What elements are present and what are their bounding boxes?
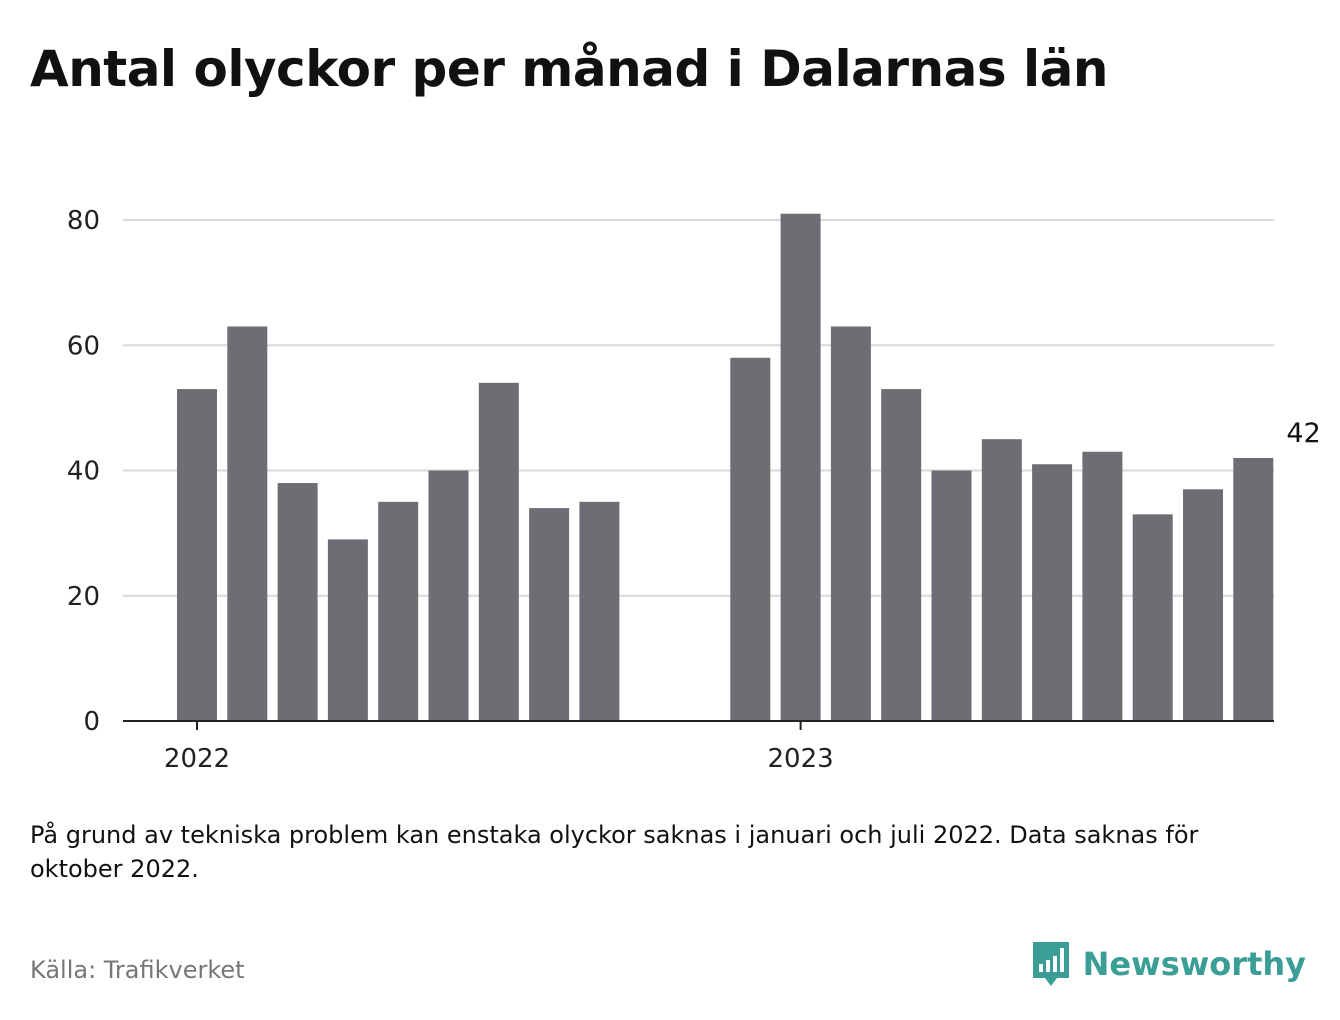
brand-name: Newsworthy	[1082, 945, 1306, 983]
newsworthy-logo: Newsworthy	[1031, 940, 1306, 988]
bar	[830, 326, 871, 721]
x-tick-label: 2022	[164, 744, 230, 774]
bar	[277, 483, 318, 721]
bar	[780, 213, 821, 722]
bar	[428, 470, 469, 721]
y-tick-label: 40	[67, 457, 100, 487]
footnote: På grund av tekniska problem kan enstaka…	[30, 821, 1199, 883]
bar	[730, 357, 771, 721]
bar	[881, 389, 922, 721]
source-credit: Källa: Trafikverket	[30, 956, 245, 984]
y-tick-label: 80	[67, 206, 100, 236]
x-axis	[123, 720, 1274, 730]
labels: 0 20 40 60 80 2022 2023 42	[67, 206, 1321, 774]
data-label-latest: 42	[1286, 418, 1320, 449]
bar	[327, 539, 368, 721]
bar	[1183, 489, 1223, 721]
bar	[529, 508, 570, 721]
bar	[981, 439, 1022, 721]
bar	[227, 326, 268, 721]
bar	[1233, 457, 1274, 721]
bars	[177, 213, 1274, 722]
bar-chart-speech-bubble-icon	[1032, 942, 1069, 986]
y-tick-label: 60	[67, 331, 100, 361]
bar	[1082, 451, 1123, 721]
bar	[1132, 514, 1173, 721]
chart-title: Antal olyckor per månad i Dalarnas län	[30, 40, 1108, 98]
bar	[931, 470, 972, 721]
bar	[478, 382, 519, 721]
bar	[579, 501, 620, 721]
y-tick-label: 20	[67, 582, 100, 612]
bar	[177, 389, 217, 721]
bar	[1032, 464, 1073, 721]
bar	[378, 501, 419, 721]
x-tick-label: 2023	[768, 744, 834, 774]
y-tick-label: 0	[83, 707, 100, 737]
